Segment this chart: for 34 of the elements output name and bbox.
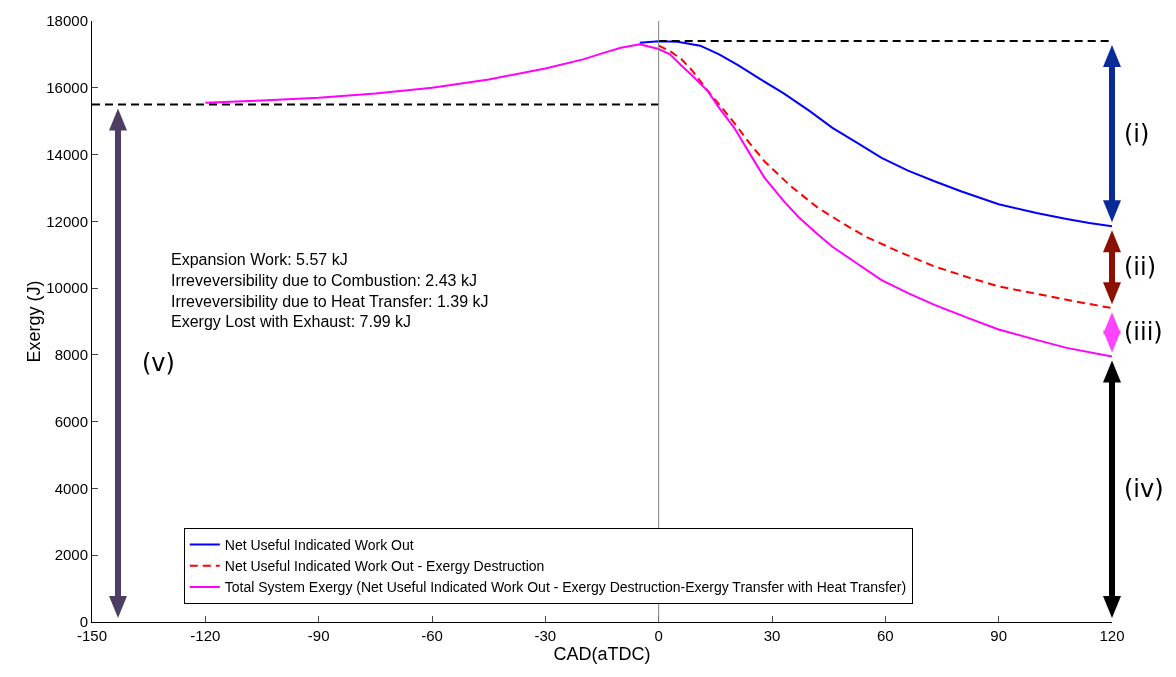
legend-label: Total System Exergy (Net Useful Indicated Work Out - Exergy Destruction-Exergy Transfer with Heat Transfer) bbox=[224, 579, 907, 596]
line-series bbox=[657, 44, 1112, 310]
x-tick-label: 30 bbox=[763, 627, 781, 644]
annotation: Irreveversibility due to Heat Transfer: 1.39 kJ bbox=[171, 292, 489, 310]
annotation: (v) bbox=[142, 349, 175, 377]
x-tick-label: -60 bbox=[421, 627, 443, 644]
y-tick-label: 12000 bbox=[46, 212, 88, 230]
x-tick-label: -120 bbox=[190, 627, 221, 644]
annotation: Exergy Lost with Exhaust: 7.99 kJ bbox=[171, 313, 412, 331]
y-tick-label: 4000 bbox=[54, 479, 88, 497]
x-tick-label: -90 bbox=[307, 627, 330, 644]
y-tick-label: 16000 bbox=[46, 79, 88, 97]
y-tick-label: 18000 bbox=[46, 12, 88, 30]
y-tick-label: 6000 bbox=[54, 412, 88, 430]
y-tick-label: 8000 bbox=[54, 346, 88, 364]
x-tick-label: 120 bbox=[1099, 627, 1125, 644]
text: (iv) bbox=[1124, 475, 1164, 503]
text: (iii) bbox=[1124, 318, 1163, 346]
y-tick-label: 2000 bbox=[54, 546, 88, 564]
line-series bbox=[638, 40, 1112, 228]
y-tick-label: 14000 bbox=[46, 145, 88, 163]
y-tick-label: 10000 bbox=[46, 279, 88, 297]
x-tick-label: 90 bbox=[990, 627, 1008, 644]
annotation: Expansion Work: 5.57 kJ bbox=[171, 251, 348, 268]
text: (i) bbox=[1124, 120, 1150, 148]
text: (ii) bbox=[1124, 253, 1157, 281]
x-tick-label: 60 bbox=[876, 627, 894, 644]
legend-label: Net Useful Indicated Work Out bbox=[224, 537, 414, 554]
x-tick-label: -30 bbox=[534, 627, 557, 644]
legend-label: Net Useful Indicated Work Out - Exergy Destruction bbox=[224, 558, 545, 575]
annotation: Irreveversibility due to Combustion: 2.43 kJ bbox=[171, 271, 477, 289]
x-tick-label: 0 bbox=[654, 627, 663, 644]
y-axis-title: Exergy (J) bbox=[24, 280, 45, 363]
x-axis-title: CAD(aTDC) bbox=[553, 644, 651, 665]
